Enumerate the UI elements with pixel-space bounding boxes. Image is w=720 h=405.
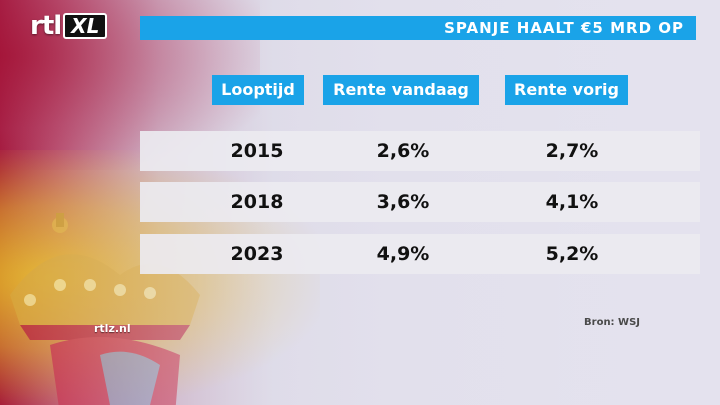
table-row: 2023 4,9% 5,2% [140, 234, 700, 274]
page-title: SPANJE HAALT €5 MRD OP [444, 19, 684, 37]
cell-rente-vandaag: 4,9% [376, 243, 430, 265]
table-row: 2015 2,6% 2,7% [140, 131, 700, 171]
title-bar: SPANJE HAALT €5 MRD OP [140, 16, 696, 40]
column-header-rente-vandaag: Rente vandaag [323, 75, 479, 105]
cell-looptijd: 2015 [230, 140, 284, 162]
cell-rente-vorig: 2,7% [545, 140, 599, 162]
rtl-xl-logo: rtl XL [30, 11, 108, 41]
cell-rente-vandaag: 3,6% [376, 191, 430, 213]
logo-rtl-text: rtl [30, 11, 62, 41]
column-header-rente-vorig: Rente vorig [505, 75, 628, 105]
cell-rente-vorig: 4,1% [545, 191, 599, 213]
column-header-looptijd: Looptijd [212, 75, 304, 105]
cell-looptijd: 2018 [230, 191, 284, 213]
table-row: 2018 3,6% 4,1% [140, 182, 700, 222]
cell-looptijd: 2023 [230, 243, 284, 265]
cell-rente-vandaag: 2,6% [376, 140, 430, 162]
source-label: Bron: WSJ [584, 317, 640, 328]
logo-xl-text: XL [63, 13, 108, 39]
watermark-rtlz: rtlz.nl [94, 322, 131, 335]
cell-rente-vorig: 5,2% [545, 243, 599, 265]
